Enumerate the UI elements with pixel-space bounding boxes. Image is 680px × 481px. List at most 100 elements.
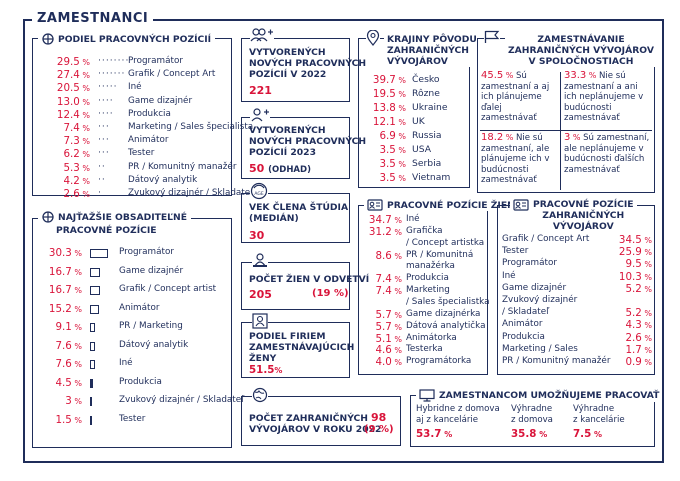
hardest-row: 16.7 % Game dizajnér	[40, 266, 228, 279]
hardest-pct-number: 4.5	[55, 376, 72, 389]
foreign-count-box	[241, 396, 401, 446]
remote-column-line1: Výhradne	[573, 404, 615, 414]
women-position-pct: 5.1 %	[375, 333, 402, 345]
hardest-title-line1: NAJŤAŽŠIE OBSADITEĽNÉ	[58, 211, 188, 223]
remote-column-line1: Výhradne	[511, 404, 553, 414]
woman-badge-icon	[252, 313, 268, 329]
women-position-pct-number: 5.7	[375, 320, 392, 333]
position-pct: 29.5 %	[57, 56, 90, 68]
remote-column-line2: aj z kancelárie	[416, 414, 479, 425]
country-label: Serbia	[412, 158, 442, 169]
percent-sign: %	[641, 309, 652, 319]
employment-text: Sú zamestnaní, ale neplánujeme v budúcno…	[564, 133, 650, 175]
foreign-position-pct: 2.6 %	[625, 332, 652, 344]
hardest-row: 30.3 % Programátor	[40, 247, 228, 260]
hardest-label: Produkcia	[119, 376, 162, 387]
hardest-pct: 16.7 %	[49, 266, 82, 278]
hardest-pct: 30.3 %	[49, 247, 82, 259]
foreign-position-pct-number: 5.2	[625, 282, 642, 295]
position-label: Tester	[128, 148, 155, 159]
remote-column: Výhradne z kancelárie 7.5 %	[573, 404, 625, 441]
foreign-position-row: Grafik / Concept Art 34.5 %	[502, 234, 652, 246]
women-label: POČET ŽIEN V ODVETVÍ	[249, 274, 370, 285]
hardest-label: Tester	[119, 413, 146, 424]
remote-title: ZAMESTNANCOM UMOŽŇUJEME PRACOVAŤ	[439, 390, 660, 401]
women-positions-title-wrap: PRACOVNÉ POZÍCIE ŽIEN	[364, 199, 518, 211]
women-position-pct: 31.2 %	[369, 226, 402, 238]
position-pct: 13.0 %	[57, 96, 90, 108]
women-position-label: manažérka	[406, 261, 455, 272]
position-pct: 6.2 %	[63, 148, 90, 160]
percent-sign: %	[79, 71, 90, 81]
hardest-label: Game dizajnér	[119, 265, 184, 276]
percent-sign: %	[391, 251, 402, 261]
percent-sign: %	[391, 358, 402, 368]
women-pct: (19 %)	[312, 288, 349, 299]
position-row: 27.4 % ······· Grafik / Concept Art	[40, 68, 228, 82]
women-position-pct-number: 4.6	[375, 344, 392, 357]
created2023-label: VYTVORENÝCH NOVÝCH PRACOVNÝCH POZÍCIÍ 2023	[249, 125, 367, 158]
percent-sign: %	[71, 397, 82, 406]
position-pct-number: 7.3	[63, 135, 80, 148]
country-label: Rôzne	[412, 88, 440, 99]
foreign-position-label: Programátor	[502, 258, 557, 269]
position-row: 6.2 % ··· Tester	[40, 147, 228, 161]
country-pct: 13.8 %	[373, 102, 406, 114]
hardest-label: Zvukový dizajnér / Skladateľ	[119, 395, 245, 405]
hardest-label: PR / Marketing	[119, 321, 183, 331]
country-label: Vietnam	[412, 172, 451, 183]
monitor-icon	[419, 389, 435, 402]
country-pct: 3.5 %	[379, 172, 406, 184]
hardest-label: Animátor	[119, 302, 160, 313]
foreign-position-row: / Skladateľ 5.2 %	[502, 307, 652, 319]
percent-sign: %	[79, 97, 90, 107]
position-label: Marketing / Sales špecialista	[128, 122, 254, 132]
percent-sign: %	[395, 104, 406, 113]
women-position-label: Produkcia	[406, 273, 449, 284]
country-row: 39.7 % Česko	[362, 74, 466, 87]
women-position-row: 4.6 % Testerka	[362, 344, 486, 356]
women-position-pct-number: 5.7	[375, 308, 392, 321]
position-label: Produkcia	[128, 108, 171, 119]
country-pct: 3.5 %	[379, 158, 406, 170]
created2022-label: VYTVORENÝCH NOVÝCH PRACOVNÝCH POZÍCIÍ V 20…	[249, 47, 367, 80]
percent-sign: %	[71, 360, 82, 369]
employment-pct: 45.5	[481, 70, 504, 81]
women-positions-title: PRACOVNÉ POZÍCIE ŽIEN	[387, 199, 515, 211]
foreign-position-row: Tester 25.9 %	[502, 246, 652, 258]
hardest-pct-number: 7.6	[55, 358, 72, 370]
foreign-position-label: Game dizajnér	[502, 282, 567, 293]
country-label: Ukraine	[412, 102, 448, 113]
hardest-bar	[90, 323, 95, 332]
women-position-pct: 4.6 %	[375, 344, 402, 356]
hardest-label: Iné	[119, 358, 133, 368]
foreign-position-pct: 1.7 %	[625, 344, 652, 356]
percent-sign: %	[391, 346, 402, 356]
position-pct-number: 7.4	[63, 122, 80, 134]
country-pct-number: 13.8	[372, 102, 396, 114]
foreign-position-pct: 25.9 %	[619, 246, 652, 258]
foreign-count-value: 98	[371, 411, 387, 424]
women-position-pct: 4.0 %	[375, 356, 402, 368]
country-pct: 3.5 %	[379, 144, 406, 156]
position-row: 7.4 % ··· Marketing / Sales špecialista	[40, 121, 253, 135]
women-position-pct-number: 31.2	[368, 225, 392, 238]
foreign-position-pct-number: 4.3	[625, 319, 642, 332]
foreign-position-label: Animátor	[502, 319, 543, 330]
position-dots: ··	[98, 160, 106, 172]
employment-pct: 18.2	[481, 132, 504, 143]
hardest-row: 15.2 % Animátor	[40, 303, 228, 316]
women-position-pct-number: 7.4	[375, 285, 392, 298]
women-position-pct-number: 4.0	[375, 356, 392, 369]
women-position-pct-number: 7.4	[375, 273, 392, 286]
women-position-label: PR / Komunitná	[406, 249, 474, 260]
percent-sign: %	[395, 76, 406, 85]
percent-sign: %	[391, 275, 402, 285]
percent-sign: %	[391, 322, 402, 332]
hardest-label: Programátor	[119, 247, 174, 257]
percent-sign: %	[79, 163, 90, 173]
country-pct: 39.7 %	[373, 74, 406, 86]
hardest-title-line2: PRACOVNÉ POZÍCIE	[56, 225, 157, 236]
remote-column-pct: 53.7 %	[416, 429, 500, 441]
country-row: 19.5 % Rôzne	[362, 88, 466, 101]
